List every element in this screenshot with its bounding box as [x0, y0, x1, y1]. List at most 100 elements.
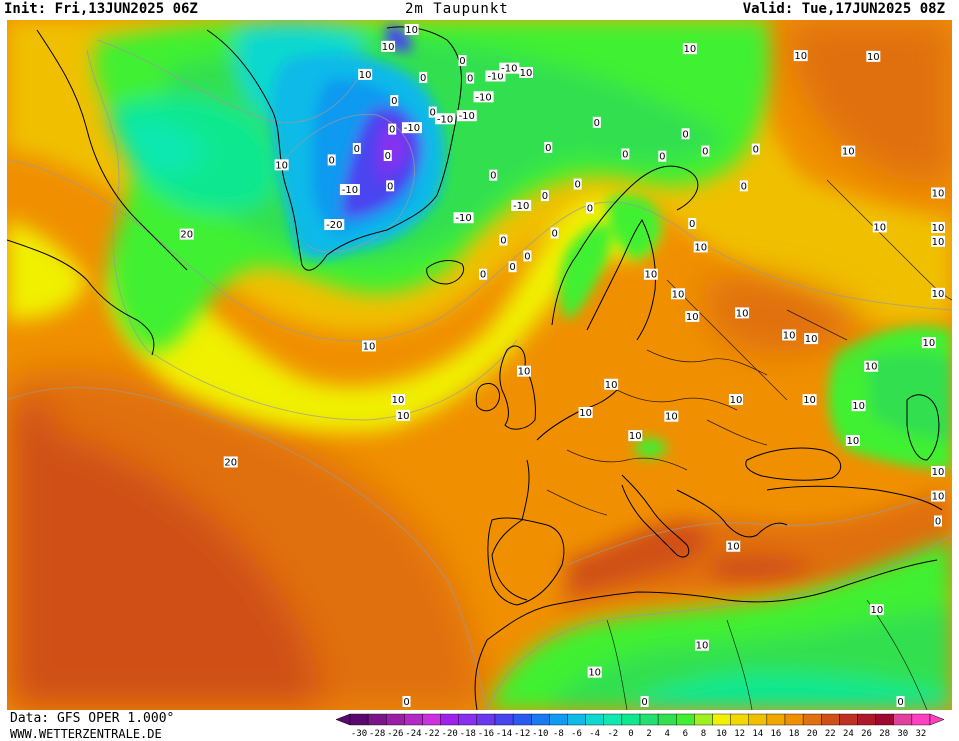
contour-label-text: 0: [622, 149, 628, 160]
contour-label: 10: [643, 268, 658, 281]
contour-label-box: [516, 365, 531, 377]
contour-label-text: 10: [803, 395, 816, 406]
contour-label-text: 10: [684, 44, 697, 55]
contour-label-text: 10: [694, 242, 707, 253]
colorbar-tick-label: -8: [553, 729, 564, 739]
colorbar-tick-label: 8: [701, 729, 706, 739]
contour-label-text: 0: [420, 73, 426, 84]
colorbar-tick-label: 12: [734, 729, 745, 739]
contour-label-text: 10: [932, 237, 945, 248]
contour-label-text: -10: [487, 71, 503, 82]
contour-label-box: [845, 434, 860, 446]
contour-label-text: 10: [397, 411, 410, 422]
contour-label-box: [643, 268, 658, 280]
contour-label: 10: [695, 639, 710, 652]
contour-label: 10: [931, 187, 945, 199]
data-source: Data: GFS OPER 1.000°: [10, 711, 175, 726]
contour-label: 10: [274, 159, 289, 171]
turkey-coast: [766, 485, 943, 511]
contour-label: -10: [339, 184, 360, 196]
contour-label-box: [693, 241, 708, 253]
contour-label-text: 0: [403, 697, 409, 708]
contour-label: 0: [621, 148, 630, 160]
contour-label: 10: [693, 241, 708, 253]
contour-label-text: 10: [922, 338, 935, 349]
contour-label-text: 20: [224, 457, 237, 468]
contour-label-box: [458, 55, 467, 67]
contour-label: 10: [931, 287, 945, 300]
contour-label-text: 10: [629, 431, 642, 442]
colorbar-tick-label: -20: [442, 729, 458, 739]
contour-label-text: 10: [696, 641, 709, 652]
contour-label-box: [587, 666, 602, 678]
contour-label-text: 10: [520, 68, 533, 79]
contour-label-text: 0: [594, 118, 600, 129]
contour-label: 20: [179, 228, 194, 241]
colorbar-swatch: [893, 713, 913, 726]
contour-label: 0: [428, 106, 437, 119]
contour-label-box: [628, 430, 643, 442]
contour-label: 0: [701, 145, 710, 158]
contour-label-box: [466, 72, 475, 84]
contour-label: 10: [404, 24, 419, 36]
contour-label-text: 0: [490, 171, 496, 182]
contour-label-text: -10: [459, 111, 475, 122]
contour-label-text: 10: [392, 395, 405, 406]
contour-label-text: 0: [387, 181, 393, 192]
contour-label-box: [931, 221, 945, 233]
contour-label-box: [793, 50, 808, 62]
contour-label: 10: [866, 50, 881, 63]
contour-label: -10: [401, 122, 422, 134]
contour-label-text: 0: [659, 152, 665, 163]
contour-label-box: [479, 268, 488, 280]
contour-label-box: [324, 219, 345, 231]
colorbar-swatch: [857, 713, 876, 726]
contour-label: 10: [921, 337, 936, 349]
colorbar-swatch: [476, 713, 496, 726]
contour-label-box: [931, 465, 945, 477]
contour-label: 10: [931, 235, 945, 248]
contour-label-box: [540, 190, 549, 202]
contour-label: 10: [872, 221, 887, 233]
contour-label-box: [402, 696, 411, 707]
contour-label: 10: [578, 406, 593, 419]
colorbar-swatch: [694, 713, 713, 726]
colorbar-swatch: [494, 713, 514, 726]
colorbar-swatch: [766, 713, 786, 726]
west-africa-coast: [474, 639, 488, 710]
contour-label-text: 10: [588, 668, 601, 679]
contour-label: 0: [458, 55, 467, 67]
contour-label-text: 10: [932, 188, 945, 199]
contour-label-box: [404, 24, 419, 35]
contour-label-text: 10: [645, 270, 658, 281]
contour-label-text: -10: [342, 185, 358, 196]
contour-label-box: [508, 261, 517, 273]
contour-label: 10: [381, 40, 396, 53]
contour-label: 10: [735, 307, 750, 319]
contour-label-box: [604, 378, 619, 390]
contour-label-text: 0: [480, 270, 486, 281]
colorbar-swatch: [567, 713, 586, 726]
colorbar-swatch: [712, 713, 731, 726]
contour-label-text: 10: [359, 70, 372, 81]
contour-label-box: [872, 221, 887, 233]
contour-label-box: [592, 116, 601, 128]
header-bar: Init: Fri,13JUN2025 06Z 2m Taupunkt Vali…: [0, 0, 959, 20]
colorbar-swatch: [458, 713, 478, 726]
colorbar-tick-label: 20: [807, 729, 818, 739]
contour-label-box: [782, 329, 797, 341]
contour-label: 0: [573, 178, 582, 191]
colorbar-swatch: [603, 713, 623, 726]
labrador-coast: [7, 239, 155, 356]
colorbar-tick-label: 6: [683, 729, 688, 739]
contour-label-text: -10: [455, 213, 471, 224]
contour-label-box: [352, 143, 361, 155]
contour-label: 0: [383, 150, 392, 162]
contour-label: -10: [435, 113, 456, 125]
contour-label: 10: [869, 604, 884, 616]
contour-label-text: 0: [430, 108, 436, 119]
contour-label-box: [390, 95, 399, 107]
colorbar-tick-label: -24: [405, 729, 421, 739]
coastlines: [7, 26, 943, 710]
greenland-coast: [206, 26, 462, 271]
